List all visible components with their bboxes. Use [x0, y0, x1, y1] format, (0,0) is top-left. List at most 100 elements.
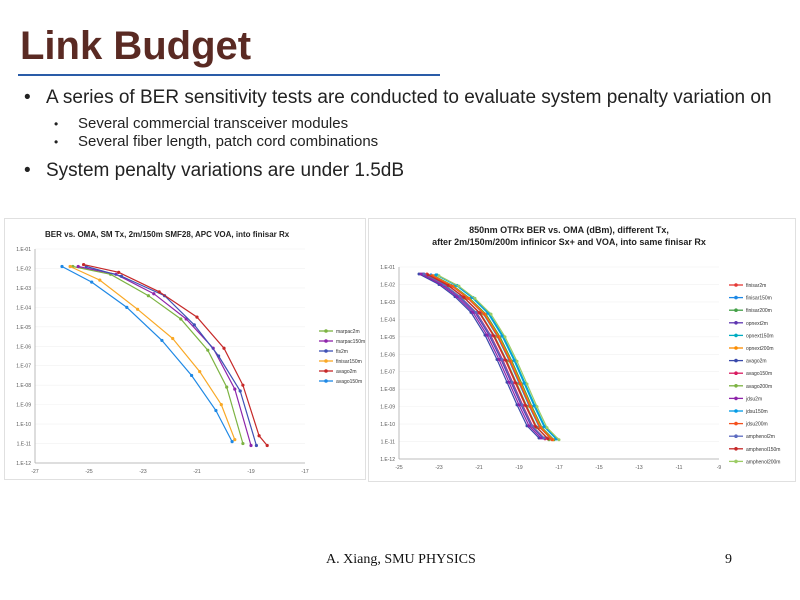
data-point: [530, 424, 534, 428]
x-tick-label: -27: [31, 469, 38, 475]
data-point: [426, 273, 430, 277]
chart-title: after 2m/150m/200m infinicor Sx+ and VOA…: [432, 237, 706, 247]
data-point: [535, 405, 539, 409]
data-point: [520, 403, 524, 407]
data-point: [546, 437, 550, 441]
data-point: [90, 280, 94, 284]
legend-label: opnext200m: [746, 346, 774, 352]
legend-label: opnext2m: [746, 321, 768, 327]
series-line: [435, 274, 557, 440]
sub-bullet-text: Several commercial transceiver modules: [78, 115, 349, 132]
y-tick-label: 1.E-02: [380, 282, 395, 288]
y-tick-label: 1.E-06: [16, 344, 31, 350]
series-line: [86, 265, 257, 446]
data-point: [446, 283, 450, 287]
legend-marker: [734, 421, 738, 426]
sub-bullet-marker: •: [54, 117, 59, 131]
legend-label: marpac150m: [336, 339, 365, 345]
data-point: [241, 383, 245, 387]
data-point: [214, 408, 218, 413]
data-point: [500, 334, 504, 338]
data-point: [241, 441, 245, 446]
ber-chart-left: BER vs. OMA, SM Tx, 2m/150m SMF28, APC V…: [4, 218, 366, 480]
y-tick-label: 1.E-10: [16, 422, 31, 428]
data-point: [545, 426, 549, 430]
data-point: [146, 294, 150, 298]
bullet-marker: •: [24, 160, 31, 181]
data-point: [542, 425, 546, 429]
data-point: [419, 272, 423, 276]
data-point: [206, 348, 210, 352]
sub-bullet-list: • Several commercial transceiver modules …: [24, 115, 784, 151]
y-tick-label: 1.E-12: [16, 461, 31, 467]
x-tick-label: -9: [717, 465, 722, 471]
y-tick-label: 1.E-05: [16, 325, 31, 331]
y-tick-label: 1.E-10: [380, 422, 395, 428]
x-tick-label: -19: [247, 469, 254, 475]
series-line: [418, 273, 540, 439]
series-line: [436, 274, 558, 440]
sub-bullet-text: Several fiber length, patch cord combina…: [78, 133, 379, 150]
legend-marker: [734, 333, 738, 338]
data-point: [524, 404, 528, 408]
legend-label: avago150m: [336, 379, 362, 385]
legend-label: amphenol200m: [746, 459, 780, 465]
data-point: [179, 317, 183, 321]
data-point: [254, 443, 258, 448]
legend-marker: [734, 308, 738, 312]
legend-marker: [324, 379, 328, 383]
data-point: [522, 381, 526, 385]
series-line: [422, 273, 544, 439]
x-tick-label: -15: [595, 465, 602, 471]
data-point: [98, 278, 102, 282]
data-point: [534, 425, 538, 429]
data-point: [550, 438, 554, 442]
data-point: [458, 295, 462, 299]
data-point: [238, 389, 242, 393]
data-point: [471, 310, 475, 314]
data-point: [422, 272, 426, 276]
data-point: [265, 443, 269, 448]
sub-bullet-marker: •: [54, 135, 59, 149]
legend-label: avago2m: [336, 369, 357, 375]
data-point: [450, 284, 454, 288]
data-point: [489, 312, 493, 316]
legend-label: jdsu150m: [745, 409, 768, 415]
bullet-list: • A series of BER sensitivity tests are c…: [24, 86, 784, 188]
data-point: [557, 438, 561, 442]
data-point: [219, 403, 223, 407]
chart-title: 850nm OTRx BER vs. OMA (dBm), different …: [469, 225, 669, 235]
y-tick-label: 1.E-08: [380, 387, 395, 393]
data-point: [497, 358, 501, 362]
data-point: [466, 296, 470, 300]
legend-label: opnext150m: [746, 333, 774, 339]
x-tick-label: -19: [515, 465, 522, 471]
sub-bullet-item: • Several commercial transceiver modules: [24, 115, 784, 133]
data-point: [542, 436, 546, 440]
y-tick-label: 1.E-04: [16, 305, 31, 311]
y-tick-label: 1.E-05: [380, 335, 395, 341]
data-point: [117, 270, 121, 274]
data-point: [225, 385, 229, 389]
data-point: [508, 359, 512, 363]
data-point: [517, 403, 521, 407]
data-point: [482, 312, 486, 316]
data-point: [76, 264, 80, 269]
slide-title: Link Budget: [20, 24, 252, 68]
data-point: [82, 262, 86, 267]
legend-marker: [734, 459, 738, 464]
x-tick-label: -25: [85, 469, 92, 475]
legend-marker: [734, 396, 738, 401]
series-line: [431, 275, 553, 441]
y-tick-label: 1.E-09: [380, 405, 395, 411]
data-point: [503, 335, 507, 339]
data-point: [527, 424, 531, 428]
data-point: [512, 358, 516, 362]
data-point: [532, 404, 536, 408]
legend-marker: [324, 349, 328, 353]
legend-marker: [734, 283, 738, 287]
series-line: [423, 273, 545, 439]
data-point: [539, 436, 543, 440]
y-tick-label: 1.E-08: [16, 383, 31, 389]
data-point: [160, 338, 164, 343]
